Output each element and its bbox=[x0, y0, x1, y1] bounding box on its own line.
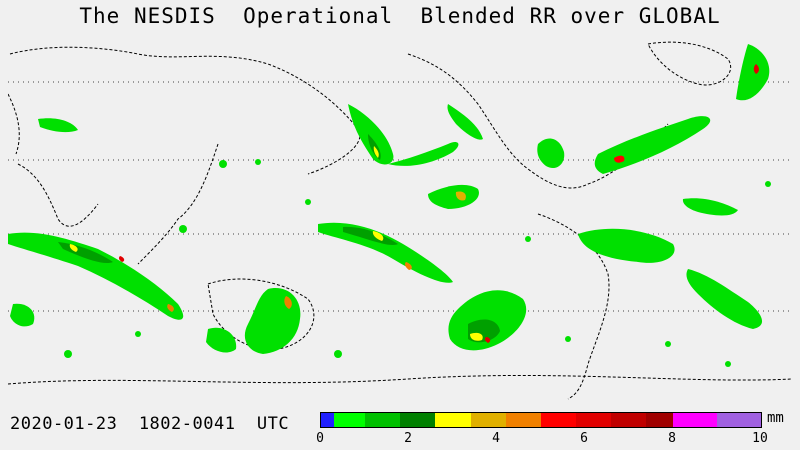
rain-area bbox=[10, 303, 35, 327]
rain-cell bbox=[665, 341, 671, 347]
colorbar-segment bbox=[334, 413, 365, 427]
rain-core bbox=[118, 256, 125, 262]
rain-core bbox=[405, 262, 412, 270]
rain-core bbox=[167, 304, 174, 312]
colorbar-tick-label: 2 bbox=[404, 431, 412, 446]
rain-area bbox=[318, 222, 453, 283]
colorbar-segment bbox=[716, 413, 761, 427]
rain-cell bbox=[179, 225, 187, 233]
map-title: The NESDIS Operational Blended RR over G… bbox=[79, 4, 721, 28]
rain-area bbox=[8, 232, 184, 320]
rain-core bbox=[284, 296, 292, 309]
colorbar-segment bbox=[364, 413, 401, 427]
colorbar bbox=[320, 412, 762, 428]
colorbar-tick-label: 10 bbox=[752, 431, 768, 446]
rain-area bbox=[428, 184, 479, 209]
rain-cell bbox=[525, 236, 531, 242]
colorbar-segment bbox=[505, 413, 541, 427]
rain-core bbox=[753, 64, 759, 74]
coastline-africa bbox=[8, 93, 20, 155]
colorbar-tick-label: 0 bbox=[316, 431, 324, 446]
coastline-europe-asia bbox=[9, 46, 361, 175]
rain-cell bbox=[64, 350, 72, 358]
rain-core bbox=[69, 244, 78, 252]
colorbar-segment bbox=[470, 413, 506, 427]
rain-cell bbox=[255, 159, 261, 165]
rain-cell bbox=[219, 160, 227, 168]
rain-area bbox=[206, 327, 237, 353]
colorbar-segment bbox=[576, 413, 612, 427]
rain-core bbox=[372, 231, 384, 241]
rain-cell bbox=[725, 361, 731, 367]
coastlines bbox=[8, 41, 792, 400]
colorbar-segment bbox=[646, 413, 673, 427]
rain-area bbox=[348, 104, 394, 165]
coastline-greenland bbox=[647, 41, 731, 86]
rain-area bbox=[343, 226, 398, 245]
rain-cell bbox=[305, 199, 311, 205]
precipitation-map bbox=[8, 41, 792, 400]
rain-area bbox=[578, 228, 675, 263]
colorbar-segment bbox=[321, 413, 335, 427]
rain-area bbox=[594, 116, 711, 174]
rain-core bbox=[455, 191, 466, 201]
rain-area bbox=[537, 138, 565, 169]
colorbar-tick-label: 6 bbox=[580, 431, 588, 446]
colorbar-segment bbox=[540, 413, 577, 427]
colorbar-tick-label: 4 bbox=[492, 431, 500, 446]
rain-area bbox=[686, 269, 763, 329]
latitude-gridlines bbox=[8, 81, 792, 312]
coastline-antarctica bbox=[8, 374, 792, 385]
rain-core bbox=[373, 146, 379, 158]
rain-core bbox=[484, 337, 491, 343]
rain-area bbox=[682, 198, 738, 216]
colorbar-segment bbox=[672, 413, 717, 427]
rain-cell bbox=[765, 181, 771, 187]
rain-core bbox=[470, 332, 483, 341]
colorbar-segment bbox=[400, 413, 436, 427]
coastline-east-asia bbox=[137, 143, 219, 265]
rain-core bbox=[614, 155, 625, 163]
rain-area bbox=[447, 104, 483, 140]
rain-cell bbox=[565, 336, 571, 342]
timestamp-label: 2020-01-23 1802-0041 UTC bbox=[10, 414, 290, 434]
colorbar-tick-label: 8 bbox=[668, 431, 676, 446]
coastline-south-america bbox=[537, 213, 610, 400]
colorbar-unit-label: mm bbox=[767, 410, 784, 426]
rain-area bbox=[388, 141, 459, 166]
coastline-india bbox=[17, 163, 99, 227]
rain-cell bbox=[135, 331, 141, 337]
rain-areas bbox=[8, 44, 771, 367]
coastline-north-america bbox=[407, 53, 669, 189]
colorbar-segment bbox=[611, 413, 647, 427]
rain-cell bbox=[334, 350, 342, 358]
rain-area bbox=[736, 44, 770, 101]
rain-area bbox=[244, 288, 301, 354]
rain-area bbox=[38, 118, 78, 133]
colorbar-segment bbox=[435, 413, 471, 427]
